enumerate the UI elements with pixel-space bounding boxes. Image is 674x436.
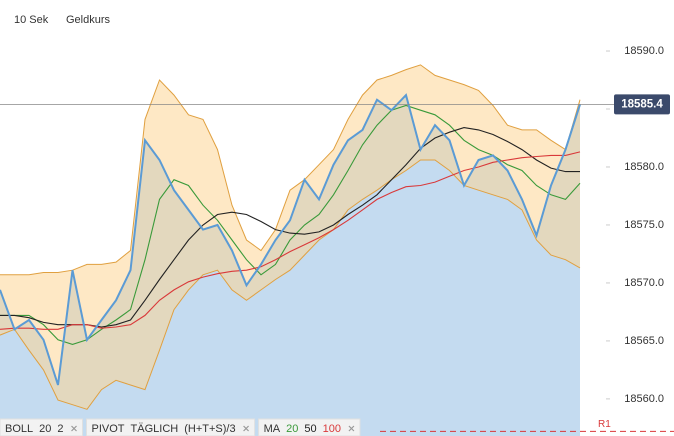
bollinger-line (0, 159, 581, 410)
close-icon[interactable] (348, 425, 355, 432)
indicator-name: PIVOT (92, 423, 125, 435)
indicator-chip: MA 20 50 100 (258, 418, 361, 436)
bollinger-line (0, 64, 581, 276)
indicator-param: 20 (39, 423, 51, 435)
indicator-param: TÄGLICH (131, 423, 179, 435)
last-price-box (614, 94, 670, 115)
indicator-name: MA (264, 423, 281, 435)
y-tick-label: 18575.0 (624, 219, 664, 231)
indicator-param: 2 (57, 423, 63, 435)
pivot-r1-label: R1 (598, 419, 611, 430)
indicator-param: (H+T+S)/3 (184, 423, 235, 435)
indicator-box (258, 418, 361, 436)
last-price-label: 18585.4 (621, 98, 663, 110)
indicator-param: 50 (304, 423, 316, 435)
bollinger-band (0, 64, 580, 410)
close-icon[interactable] (71, 425, 77, 432)
indicator-chip: PIVOT TÄGLICH (H+T+S)/3 (86, 418, 256, 436)
y-tick-label: 18565.0 (624, 335, 664, 347)
indicator-box (0, 418, 84, 436)
close-icon[interactable] (243, 425, 250, 432)
y-tick-label: 18570.0 (624, 277, 664, 289)
period: 10 Sek (14, 14, 49, 26)
indicator-param: 20 (286, 423, 298, 435)
moving-average (0, 104, 581, 345)
indicator-chip: BOLL 20 2 (0, 418, 84, 436)
indicator-param: 100 (323, 423, 341, 435)
price-line (0, 93, 581, 386)
y-tick-label: 18560.0 (624, 393, 664, 405)
indicator-name: BOLL (5, 423, 33, 435)
y-tick-label: 18590.0 (624, 45, 664, 57)
y-tick-label: 18580.0 (624, 161, 664, 173)
quote-type: Geldkurs (66, 14, 111, 26)
indicator-box (86, 418, 256, 436)
